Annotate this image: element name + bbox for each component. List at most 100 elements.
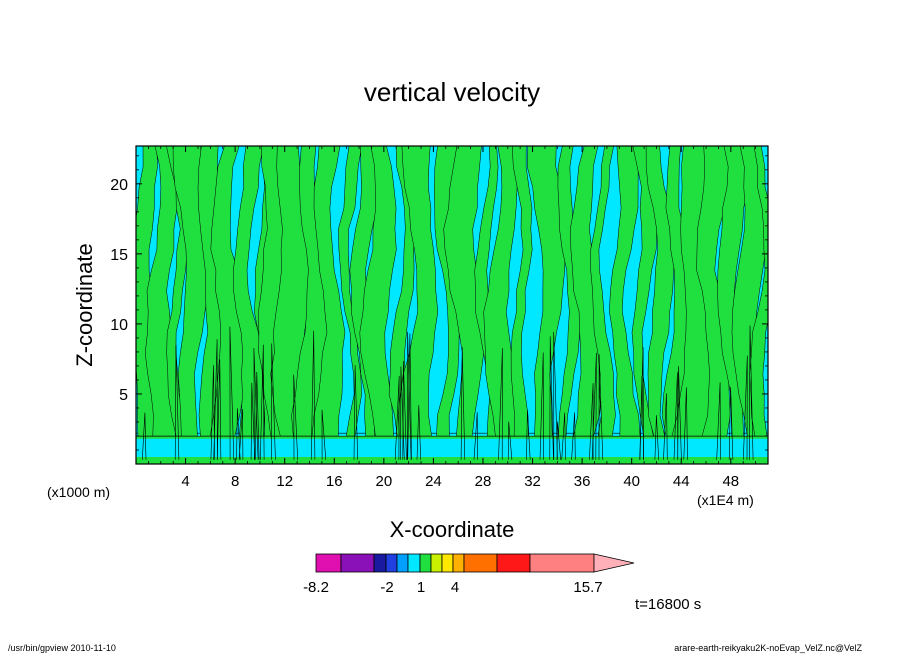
x-tick-label: 32 [524, 473, 541, 490]
x-tick-label: 44 [673, 473, 690, 490]
colorbar [315, 553, 635, 573]
field-spike [416, 405, 421, 460]
field-plume [510, 146, 533, 437]
field-spike [216, 359, 222, 460]
field-spike [498, 348, 503, 460]
x-unit-left: (x1000 m) [47, 484, 110, 500]
field-spike [229, 326, 235, 460]
y-tick-label: 10 [110, 317, 128, 334]
field-spike [353, 365, 358, 460]
field-spike [321, 409, 327, 460]
field-spike [174, 344, 180, 460]
x-tick-label: 48 [722, 473, 739, 490]
field-spike [673, 372, 679, 460]
colorbar-label: 1 [417, 579, 425, 596]
field-spike [253, 347, 259, 460]
x-tick-label: 28 [475, 473, 492, 490]
field-plume [397, 146, 439, 437]
colorbar-cell [396, 553, 409, 573]
colorbar-label: -2 [380, 579, 393, 596]
field-spike [238, 408, 244, 460]
field-spike [473, 412, 478, 460]
colorbar-cell [441, 553, 454, 573]
field-plume [433, 146, 460, 437]
field-spike [142, 412, 147, 460]
x-tick-label: 36 [574, 473, 591, 490]
colorbar-labels: -8.2 -2 1 4 15.7 [303, 579, 603, 596]
field-spike [310, 330, 316, 460]
footer-left: /usr/bin/gpview 2010-11-10 [8, 643, 116, 653]
field-spike [213, 339, 218, 460]
y-tick-label: 5 [119, 387, 128, 404]
x-tick-label: 40 [623, 473, 640, 490]
field-plume [311, 146, 346, 437]
x-axis-label: X-coordinate [390, 517, 515, 542]
field-spike [271, 343, 276, 460]
colorbar-arrow [593, 553, 635, 573]
colorbar-cell [529, 553, 595, 573]
field-plume [359, 146, 397, 437]
field-spike [743, 355, 748, 460]
footer-right: arare-earth-reikyaku2K-noEvap_VelZ.nc@Ve… [674, 643, 862, 653]
colorbar-label: 15.7 [573, 579, 602, 596]
field-spike [728, 386, 734, 460]
field-spike [553, 331, 558, 460]
field-plume [749, 146, 768, 437]
y-tick-label: 20 [110, 177, 128, 194]
field-spike [407, 333, 412, 460]
field-spike [539, 352, 544, 460]
colorbar-cell [496, 553, 531, 573]
field-spike [526, 410, 531, 460]
x-tick-label: 20 [375, 473, 392, 490]
field-spike [749, 325, 754, 460]
colorbar-cell [385, 553, 398, 573]
field-spike [236, 408, 241, 460]
colorbar-cell [340, 553, 375, 573]
field-spike [255, 371, 260, 460]
colorbar-cell [373, 553, 387, 573]
field-spike [293, 374, 298, 460]
field-spike [507, 421, 513, 460]
field-plume [590, 146, 616, 437]
plot-area [136, 146, 768, 464]
colorbar-cell [419, 553, 432, 573]
field-spike [402, 360, 407, 460]
field-spike [598, 354, 604, 460]
x-tick-label: 8 [231, 473, 239, 490]
field-spike [260, 344, 265, 460]
field-spike [571, 412, 576, 460]
colorbar-cell [452, 553, 465, 573]
field-spike [639, 347, 644, 460]
field-spike [716, 382, 721, 460]
x-tick-label: 16 [326, 473, 343, 490]
field-plume [338, 146, 363, 437]
x-axis-ticks: 4 8 12 16 20 24 28 32 36 40 44 48 [147, 146, 757, 490]
field-spike [556, 421, 561, 460]
field-spike [210, 365, 215, 460]
field-band-cyan [136, 438, 768, 457]
field-plume [388, 146, 415, 437]
field-spike [591, 352, 597, 460]
field-spike [394, 375, 400, 460]
y-tick-label: 15 [110, 247, 128, 264]
colorbar-cell [407, 553, 421, 573]
y-axis-label: Z-coordinate [72, 243, 97, 367]
field-spike [250, 382, 256, 460]
field-spike [407, 331, 412, 460]
field-spike [460, 347, 466, 460]
y-axis-ticks: 5 10 15 20 [110, 155, 768, 451]
colorbar-label: -8.2 [303, 579, 329, 596]
x-tick-label: 12 [276, 473, 293, 490]
plot-frame [135, 145, 769, 465]
field-plume [526, 146, 566, 437]
velocity-field [136, 146, 768, 464]
x-tick-label: 4 [181, 473, 189, 490]
x-unit-right: (x1E4 m) [697, 492, 754, 508]
field-spike [549, 336, 554, 460]
field-spike [677, 366, 682, 460]
x-tick-label: 24 [425, 473, 442, 490]
colorbar-cell [315, 553, 342, 573]
time-label: t=16800 s [635, 596, 701, 613]
colorbar-label: 4 [451, 579, 459, 596]
